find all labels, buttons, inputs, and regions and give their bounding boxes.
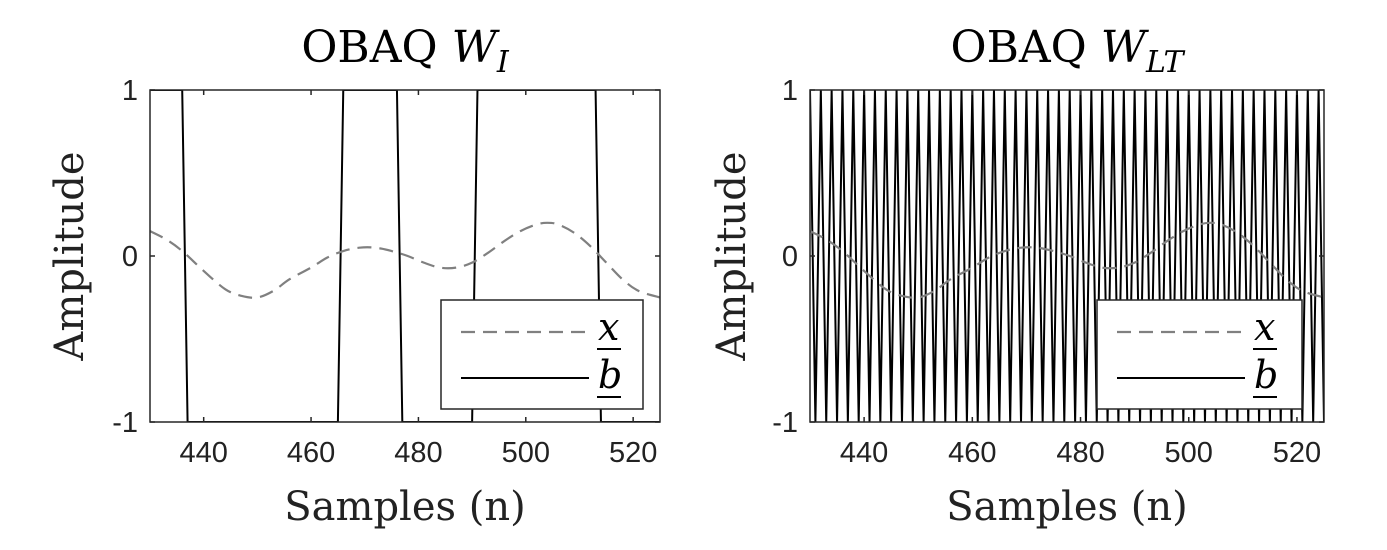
y-tick-label: 1 (122, 75, 138, 107)
chart-title-main: OBAQ (301, 22, 451, 73)
y-tick-label: -1 (772, 407, 798, 439)
chart-title-subscript: LT (1145, 45, 1185, 80)
y-axis-label: Amplitude (47, 151, 93, 361)
x-tick-label: 500 (502, 437, 550, 469)
x-tick-label: 520 (1273, 437, 1321, 469)
series-line-x (150, 221, 660, 299)
x-tick-label: 440 (179, 437, 227, 469)
x-tick-label: 480 (1056, 437, 1104, 469)
x-axis-label: Samples (n) (946, 484, 1187, 530)
chart-panel-left: OBAQ WI Samples (n) Amplitude 440 460 480 5… (47, 22, 661, 530)
x-axis-label: Samples (n) (284, 484, 525, 530)
x-tick-label: 460 (287, 437, 335, 469)
legend-label-x: x (598, 305, 619, 349)
chart-title-subscript: I (496, 45, 510, 80)
x-tick-label: 520 (609, 437, 657, 469)
x-tick-label: 440 (840, 437, 888, 469)
legend: xb (1096, 299, 1303, 410)
legend-label-b: b (1254, 353, 1278, 397)
x-tick-label: 500 (1165, 437, 1213, 469)
legend-box (440, 299, 644, 410)
y-axis-label: Amplitude (709, 151, 755, 361)
y-tick-label: 0 (782, 241, 798, 273)
y-tick-label: 0 (122, 241, 138, 273)
chart-title-variable: W (1101, 22, 1150, 73)
legend-label-x: x (1254, 305, 1275, 349)
plot-series-group (150, 90, 660, 422)
series-line-x (810, 221, 1324, 299)
chart-title-main: OBAQ (951, 22, 1101, 73)
legend-label-b: b (598, 353, 622, 397)
legend: xb (440, 299, 644, 410)
x-tick-label: 460 (948, 437, 996, 469)
chart-panel-right: OBAQ WLT Samples (n) Amplitude 440 460 480… (709, 22, 1325, 530)
y-tick-label: -1 (112, 407, 138, 439)
x-tick-label: 480 (394, 437, 442, 469)
legend-box (1096, 299, 1303, 410)
series-line-b (150, 90, 660, 422)
chart-title: OBAQ WLT (951, 22, 1186, 80)
y-tick-label: 1 (782, 75, 798, 107)
chart-title-variable: W (452, 22, 501, 73)
chart-title: OBAQ WI (301, 22, 509, 80)
